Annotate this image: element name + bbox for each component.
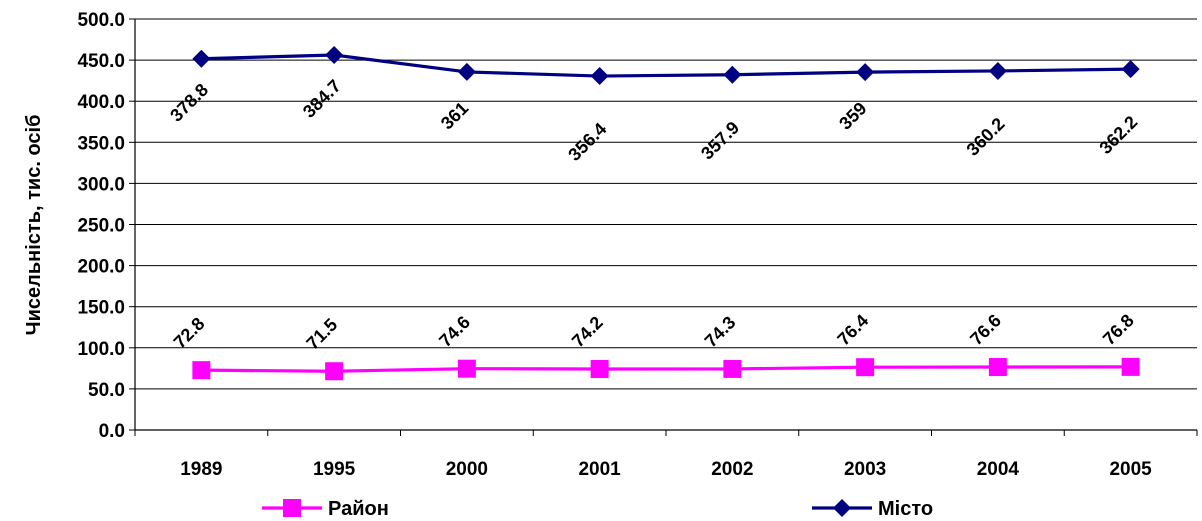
data-point-misto: [192, 49, 211, 68]
x-tick-label: 2002: [711, 459, 753, 480]
data-label-misto: 357.9: [697, 117, 743, 163]
legend-label-misto: Місто: [878, 498, 933, 520]
y-tick-label: 50.0: [88, 380, 125, 401]
y-tick-labels: 0.0 50.0 100.0 150.0 200.0 250.0 300.0 350.0 400…: [77, 10, 125, 442]
y-tick-label: 150.0: [77, 298, 125, 319]
legend-item-misto: Місто: [812, 498, 933, 520]
data-label-misto: 362.2: [1095, 112, 1141, 158]
data-point-misto: [988, 61, 1007, 80]
y-tick-label: 200.0: [77, 257, 125, 278]
x-tick-label: 2005: [1109, 459, 1152, 480]
data-label-raion: 74.6: [435, 312, 474, 351]
data-label-raion: 72.8: [170, 313, 209, 352]
y-tick-label: 400.0: [77, 92, 125, 113]
y-tick-label: 250.0: [77, 216, 125, 237]
x-tick-label: 1995: [313, 459, 356, 480]
y-axis-label: Чисельність, тис. осіб: [23, 115, 45, 336]
legend-marker-raion: [283, 499, 301, 517]
axes: [129, 18, 1198, 436]
x-tick-label: 2003: [844, 459, 886, 480]
data-point-raion: [457, 359, 476, 378]
data-label-raion: 74.2: [568, 312, 607, 351]
data-point-raion: [192, 361, 211, 380]
y-tick-label: 100.0: [77, 339, 125, 360]
y-tick-label: 0.0: [99, 421, 125, 442]
legend-marker-misto: [833, 499, 851, 517]
x-tick-label: 2000: [446, 459, 488, 480]
data-label-raion: 74.3: [701, 312, 740, 351]
data-point-raion: [988, 358, 1007, 377]
x-tick-label: 2001: [578, 459, 621, 480]
data-point-misto: [457, 62, 476, 81]
x-tick-label: 2004: [977, 459, 1020, 480]
gridlines: [135, 18, 1197, 390]
data-label-raion: 76.6: [966, 310, 1005, 349]
series-line-raion: [201, 365, 1131, 373]
data-label-misto: 361: [437, 98, 472, 133]
data-label-raion: 76.4: [833, 310, 872, 349]
legend-label-raion: Район: [328, 498, 389, 520]
data-point-raion: [325, 362, 344, 381]
data-label-misto: 359: [835, 98, 870, 133]
data-point-misto: [325, 46, 344, 65]
x-tick-labels: 1989 1995 2000 2001 2002 2003 2004 2005: [180, 459, 1152, 480]
data-point-raion: [723, 359, 742, 378]
series-line-misto: [201, 53, 1131, 78]
y-tick-label: 350.0: [77, 133, 125, 154]
y-tick-label: 450.0: [77, 51, 125, 72]
data-label-misto: 360.2: [963, 114, 1009, 160]
legend: Район Місто: [262, 498, 933, 520]
legend-item-raion: Район: [262, 498, 389, 520]
data-point-raion: [590, 360, 609, 379]
y-tick-label: 500.0: [77, 10, 125, 31]
data-label-misto: 384.7: [299, 76, 345, 122]
data-point-raion: [856, 358, 875, 377]
data-point-misto: [856, 63, 875, 82]
data-label-raion: 76.8: [1099, 310, 1138, 349]
data-point-raion: [1121, 357, 1140, 376]
data-label-misto: 378.8: [166, 80, 212, 126]
series-group: [192, 46, 1140, 381]
data-point-misto: [1121, 60, 1140, 79]
y-tick-label: 300.0: [77, 174, 125, 195]
x-tick-label: 1989: [180, 459, 222, 480]
data-point-misto: [590, 67, 609, 86]
data-point-misto: [723, 65, 742, 84]
